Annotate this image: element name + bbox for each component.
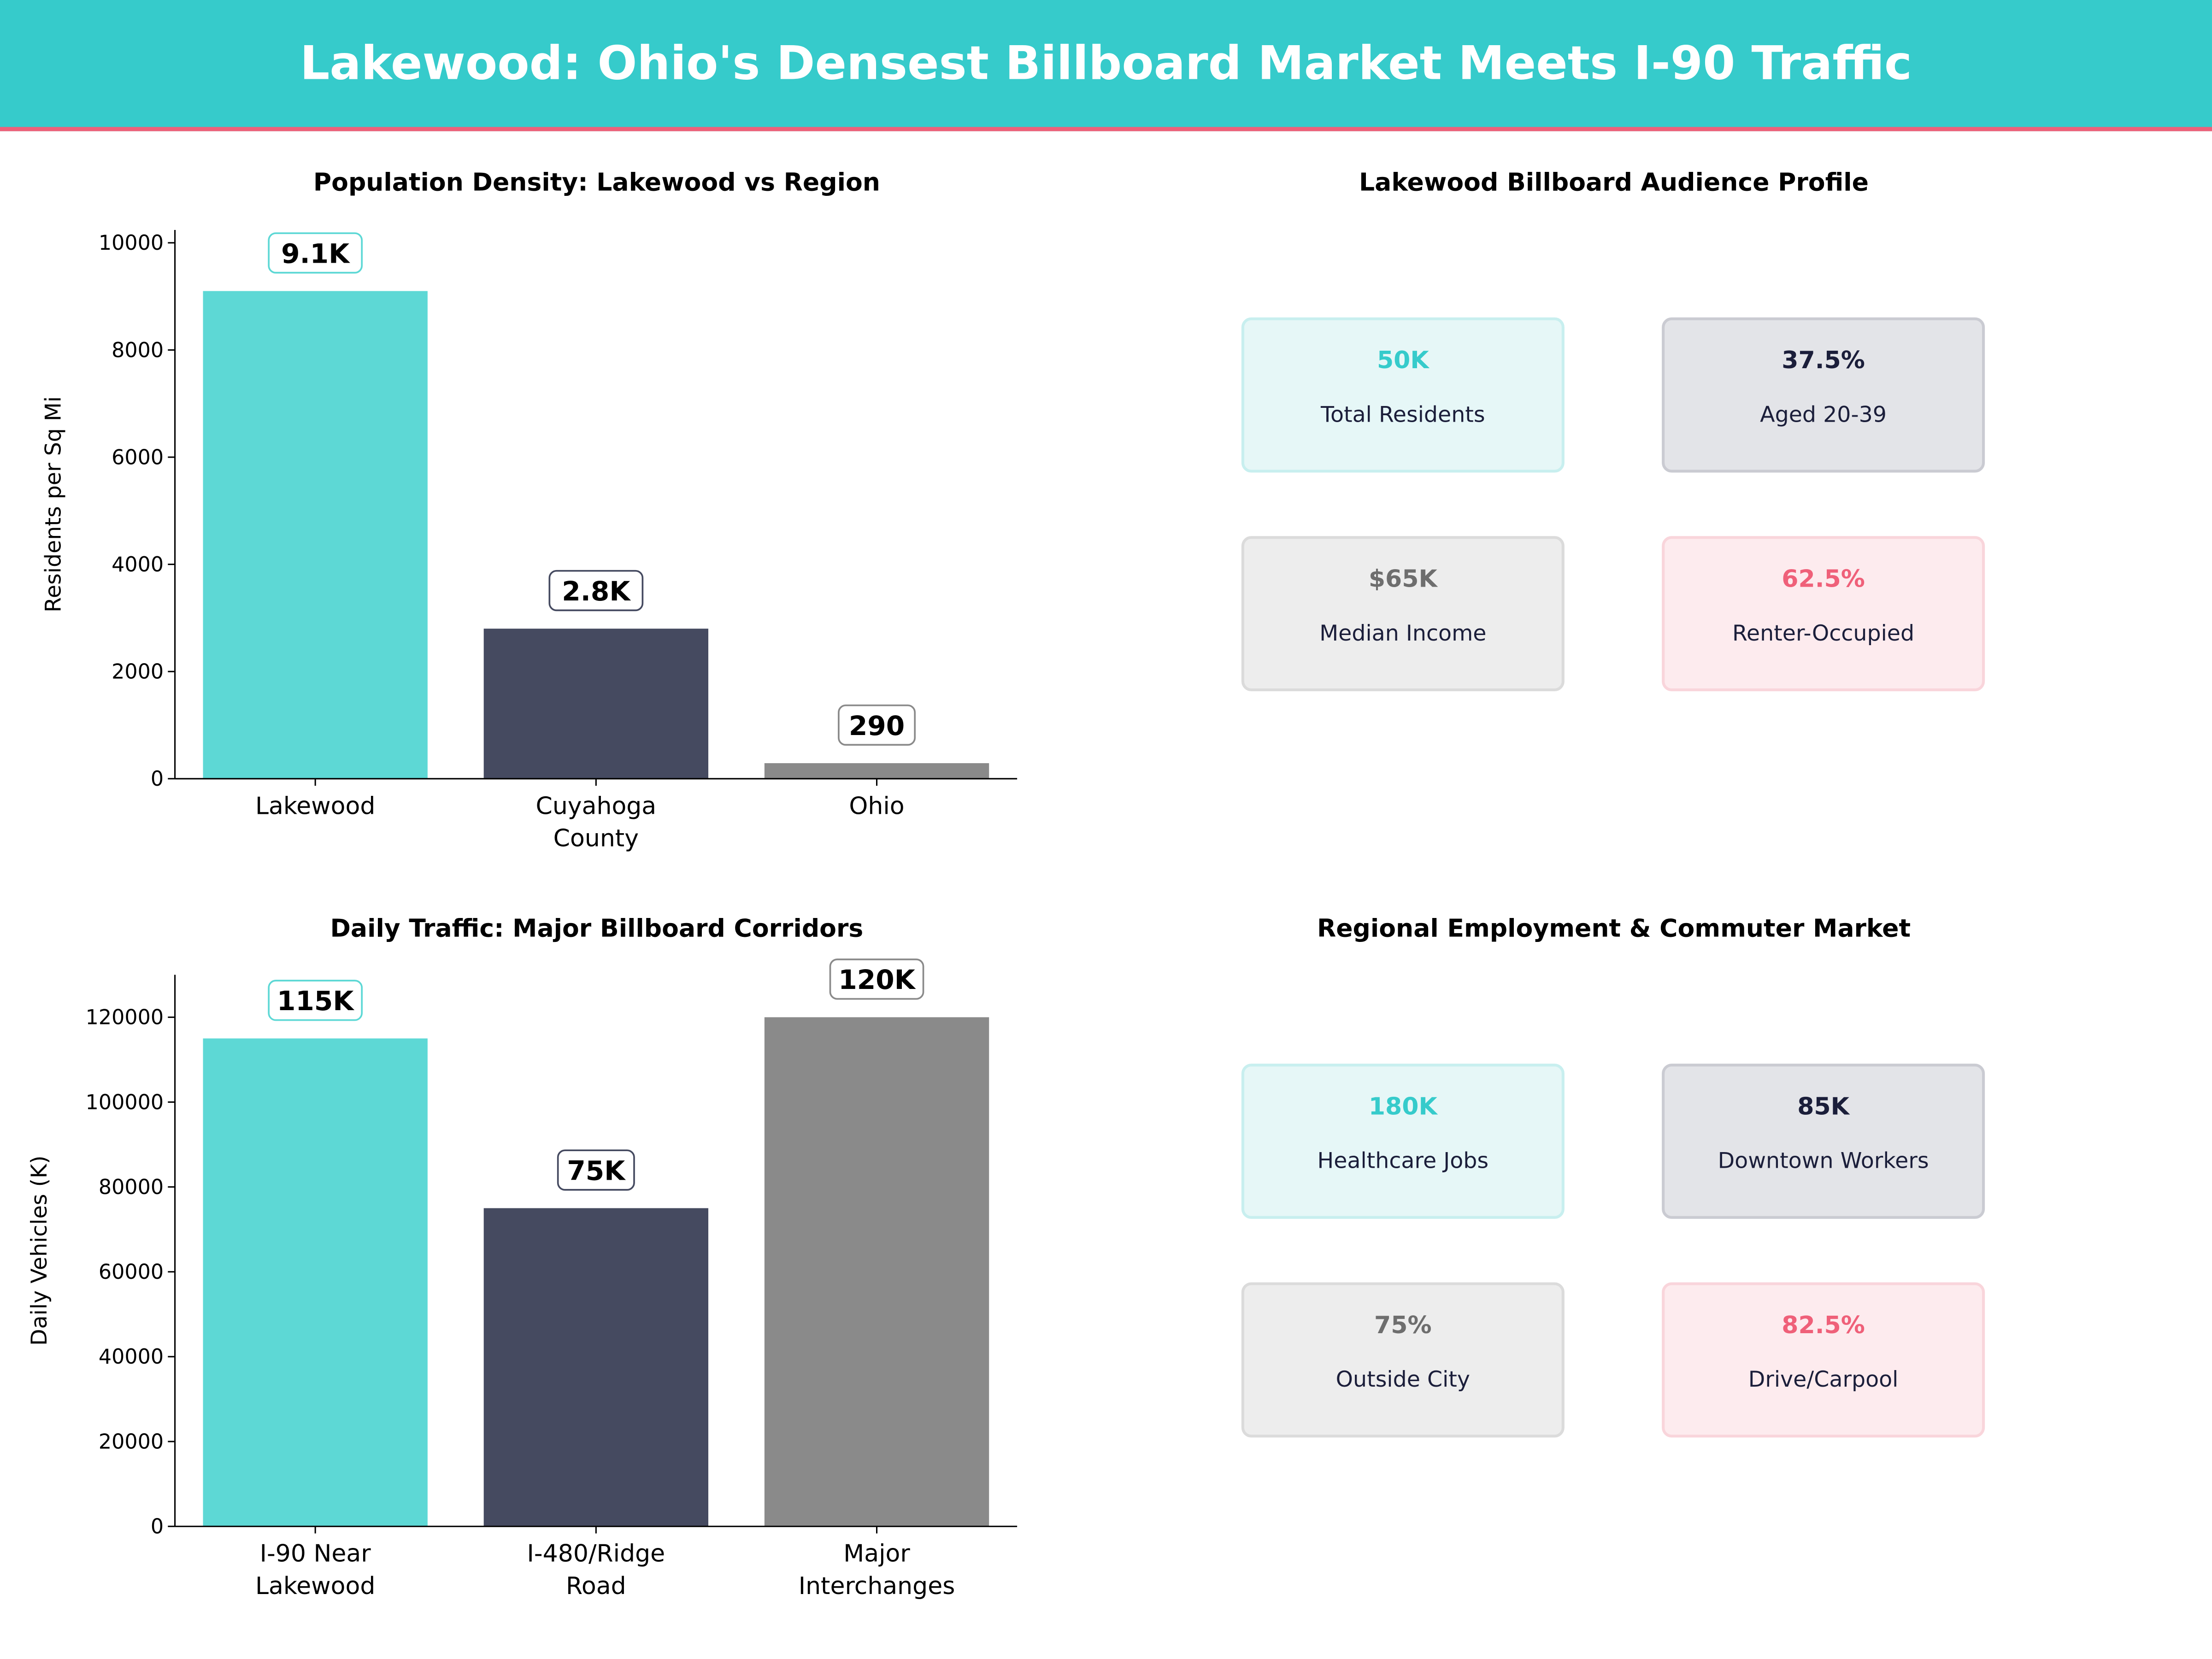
kpi-value: 75% — [1374, 1312, 1432, 1341]
y-tick-label: 2000 — [112, 660, 164, 684]
chart-title-density: Population Density: Lakewood vs Region — [313, 169, 880, 198]
data-label-box — [557, 1149, 635, 1191]
kpi-value: 85K — [1797, 1093, 1849, 1122]
kpi-card: 75% Outside City — [1241, 1282, 1565, 1438]
x-tick-label: Road — [566, 1572, 626, 1600]
y-tick-label: 80000 — [99, 1176, 164, 1199]
data-label-box — [268, 232, 363, 274]
kpi-card: $65K Median Income — [1241, 536, 1565, 691]
kpi-label: Median Income — [1319, 620, 1487, 647]
kpi-card: 62.5% Renter-Occupied — [1662, 536, 1985, 691]
y-tick-label: 100000 — [86, 1091, 164, 1114]
x-tick-label: County — [553, 825, 639, 853]
bar — [203, 291, 428, 779]
x-tick-label: Cuyahoga — [535, 792, 656, 820]
kpi-value: 50K — [1377, 347, 1429, 376]
data-label: 9.1K — [281, 238, 350, 269]
x-tick-label: Interchanges — [799, 1572, 955, 1600]
y-tick-label: 0 — [151, 767, 164, 791]
kpi-value: $65K — [1368, 565, 1437, 594]
data-label-box — [838, 704, 916, 746]
kpi-label: Renter-Occupied — [1732, 620, 1915, 647]
data-label-box — [268, 980, 363, 1021]
kpi-card: 37.5% Aged 20-39 — [1662, 317, 1985, 473]
bar — [764, 1017, 989, 1527]
kpi-label: Aged 20-39 — [1760, 402, 1887, 428]
x-tick-label: Lakewood — [255, 792, 375, 820]
bar — [483, 1208, 709, 1527]
header-banner: Lakewood: Ohio's Densest Billboard Marke… — [0, 0, 2212, 131]
kpi-label: Outside City — [1335, 1367, 1471, 1393]
y-axis-label: Daily Vehicles (K) — [27, 1155, 52, 1346]
kpi-label: Downtown Workers — [1718, 1148, 1929, 1174]
x-tick-label: Lakewood — [255, 1572, 375, 1600]
panel-title-employment: Regional Employment & Commuter Market — [1317, 915, 1911, 944]
x-tick-label: Ohio — [849, 792, 904, 820]
bar — [203, 1038, 428, 1527]
data-label: 290 — [849, 710, 905, 741]
y-tick-label: 0 — [151, 1515, 164, 1539]
data-label-box — [829, 959, 924, 1000]
data-label: 120K — [838, 964, 916, 995]
kpi-label: Total Residents — [1321, 402, 1485, 428]
y-tick-label: 120000 — [86, 1006, 164, 1030]
kpi-card: 85K Downtown Workers — [1662, 1064, 1985, 1219]
kpi-value: 82.5% — [1782, 1312, 1865, 1341]
data-label: 2.8K — [562, 576, 631, 607]
x-tick-label: I-90 Near — [260, 1540, 371, 1568]
kpi-value: 37.5% — [1782, 347, 1865, 376]
panel-title-audience: Lakewood Billboard Audience Profile — [1359, 169, 1869, 198]
y-tick-label: 6000 — [112, 446, 164, 469]
bar — [483, 629, 709, 779]
x-tick-label: I-480/Ridge — [527, 1540, 665, 1568]
bar — [764, 763, 989, 779]
x-tick-label: Major — [843, 1540, 910, 1568]
y-tick-label: 10000 — [99, 231, 164, 255]
kpi-card: 50K Total Residents — [1241, 317, 1565, 473]
kpi-label: Healthcare Jobs — [1317, 1148, 1489, 1174]
page-title: Lakewood: Ohio's Densest Billboard Marke… — [300, 35, 1912, 90]
kpi-card: 180K Healthcare Jobs — [1241, 1064, 1565, 1219]
kpi-label: Drive/Carpool — [1748, 1367, 1899, 1393]
kpi-card: 82.5% Drive/Carpool — [1662, 1282, 1985, 1438]
y-tick-label: 20000 — [99, 1430, 164, 1453]
data-label: 75K — [567, 1155, 626, 1186]
data-label-box — [548, 570, 644, 612]
y-axis-label: Residents per Sq Mi — [41, 396, 66, 612]
y-tick-label: 4000 — [112, 553, 164, 577]
y-tick-label: 40000 — [99, 1345, 164, 1369]
data-label: 115K — [277, 985, 354, 1017]
kpi-value: 180K — [1368, 1093, 1437, 1122]
y-tick-label: 60000 — [99, 1260, 164, 1284]
kpi-value: 62.5% — [1782, 565, 1865, 594]
chart-title-traffic: Daily Traffic: Major Billboard Corridors — [330, 915, 864, 944]
y-tick-label: 8000 — [112, 339, 164, 362]
